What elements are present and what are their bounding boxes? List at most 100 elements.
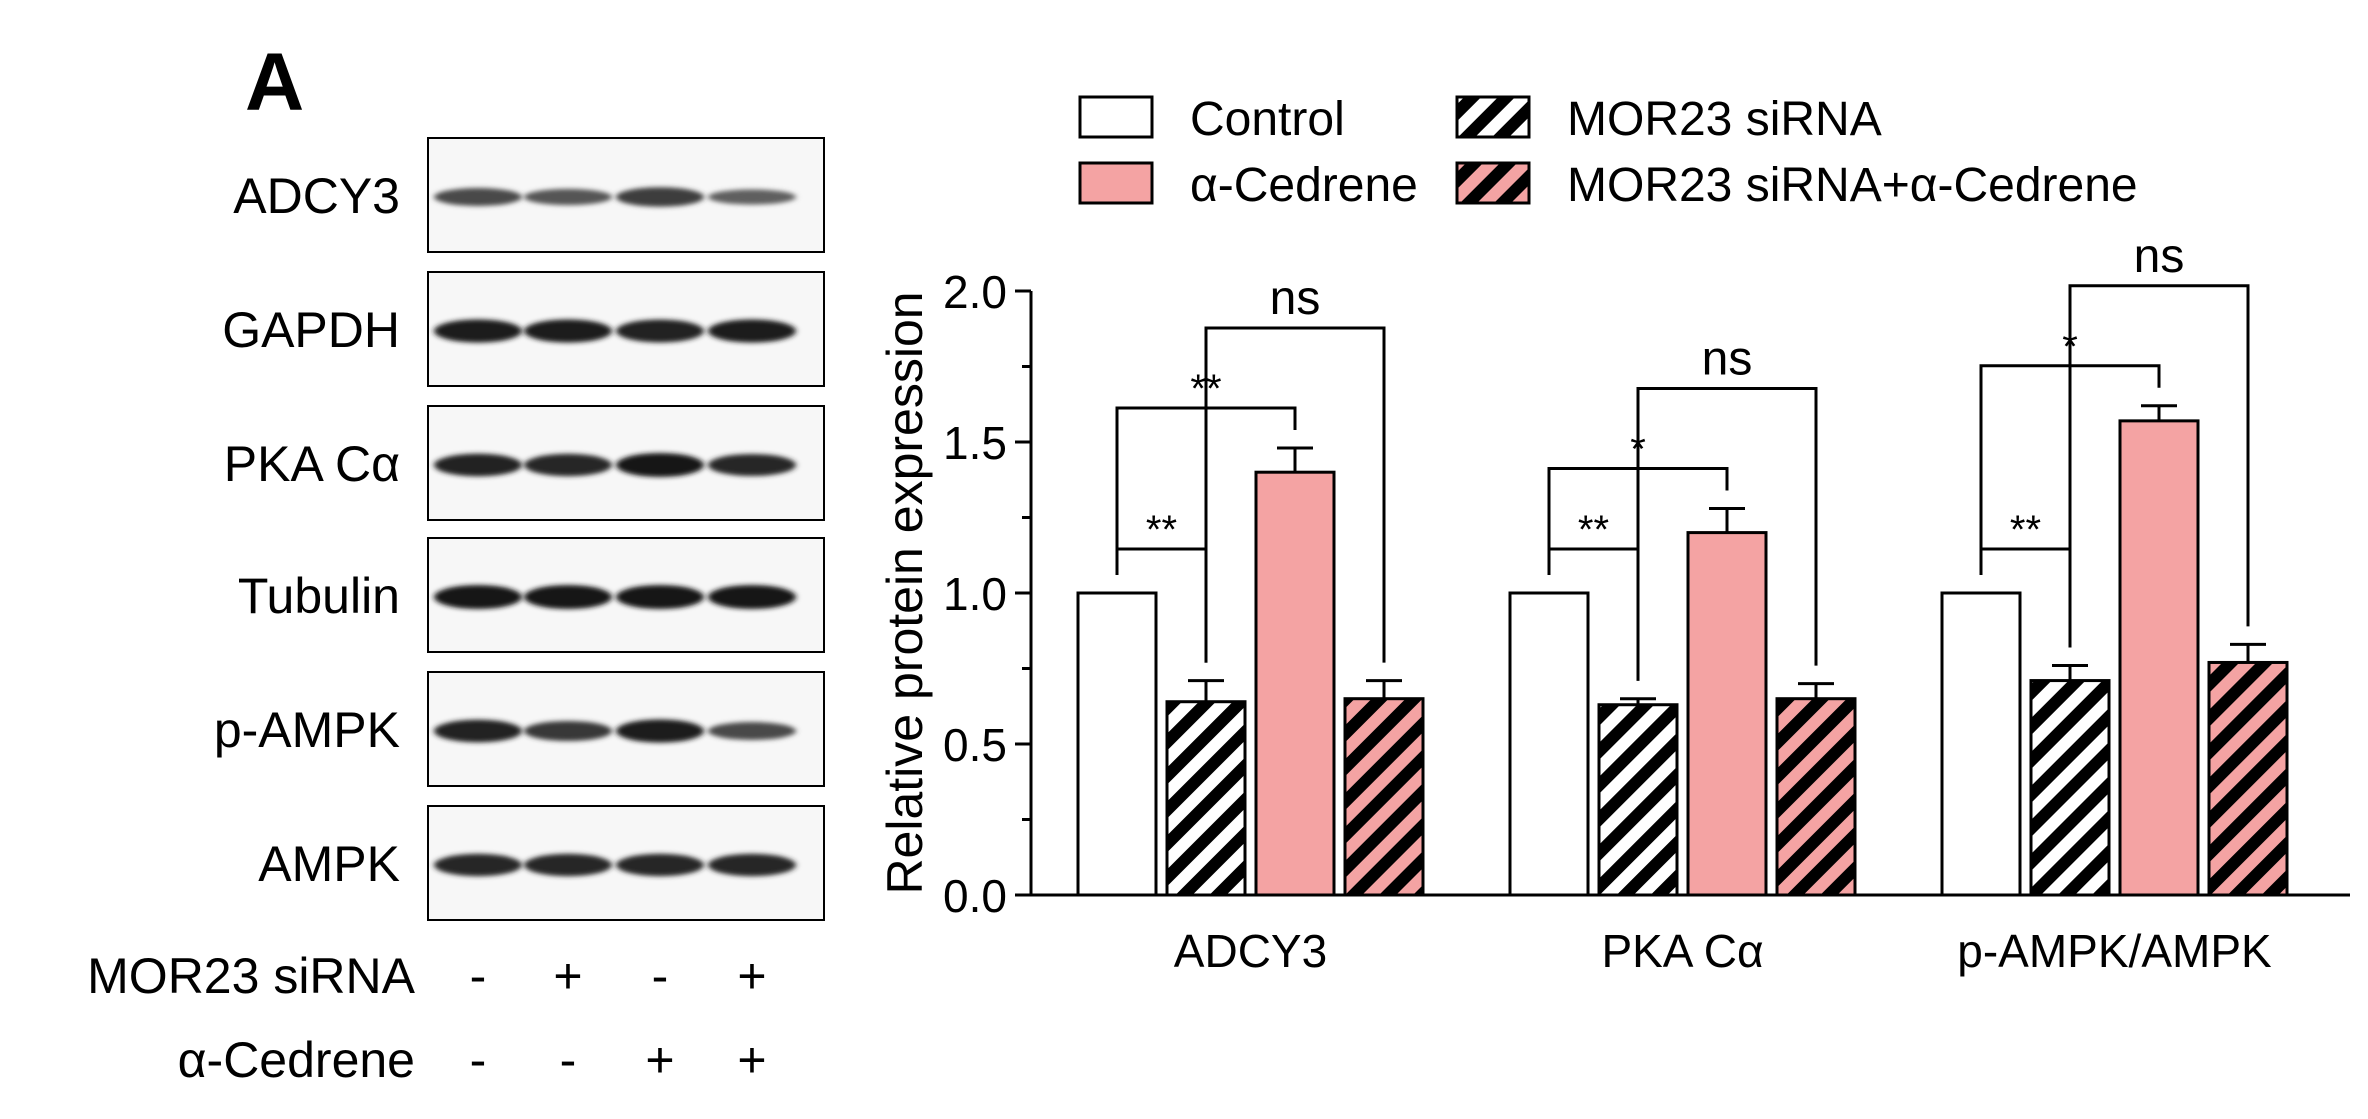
blot-row-adcy3: ADCY3 — [233, 137, 825, 253]
blot-band — [434, 188, 522, 206]
blot-band — [524, 188, 612, 206]
significance-bracket: ** — [1115, 508, 1208, 663]
legend-item-mor23-sirna-cedrene: MOR23 siRNA+α-Cedrene — [1455, 159, 2138, 212]
blot-band — [708, 853, 796, 877]
western-blot: ADCY3 GAPDH PKA Cα Tubulin p-AMPK AMPK MOR23 s… — [87, 137, 825, 1088]
blot-band — [708, 722, 796, 740]
condition-row-cedrene: α-Cedrene - - + + — [178, 1032, 767, 1088]
bar-cedrene — [2118, 419, 2200, 897]
legend-label: MOR23 siRNA — [1567, 93, 1882, 146]
condition-row-mor23-sirna: MOR23 siRNA - + - + — [87, 948, 766, 1004]
condition-sign: + — [737, 1032, 766, 1088]
significance-label: ns — [2134, 230, 2185, 283]
bracket-line — [2068, 284, 2250, 648]
significance-label: ** — [2010, 508, 2041, 552]
y-axis-label: Relative protein expression — [877, 291, 933, 894]
significance-label: ** — [1578, 508, 1609, 552]
condition-label: α-Cedrene — [178, 1032, 415, 1088]
condition-sign: - — [560, 1032, 577, 1088]
condition-sign: + — [737, 948, 766, 1004]
blot-band — [616, 187, 704, 207]
significance-bracket: ns — [1636, 332, 1818, 681]
legend-swatch — [1455, 161, 1531, 205]
blot-row-tubulin: Tubulin — [238, 537, 825, 653]
blot-row-label: Tubulin — [238, 568, 400, 624]
bar-mor23-sirna-cedrene — [2207, 660, 2289, 897]
legend-item-mor23-sirna: MOR23 siRNA — [1455, 93, 1882, 146]
bar-cedrene — [1254, 470, 1336, 897]
legend-swatch — [1078, 161, 1154, 205]
blot-row-label: PKA Cα — [224, 436, 400, 492]
significance-label: ns — [1270, 272, 1321, 325]
blot-band — [524, 319, 612, 343]
y-tick-label: 1.5 — [943, 417, 1007, 469]
legend-item-cedrene: α-Cedrene — [1078, 159, 1418, 212]
bar-mor23-sirna — [2029, 679, 2111, 897]
blot-row-gapdh: GAPDH — [222, 271, 825, 387]
bar-cedrene — [1686, 531, 1768, 897]
bar-control — [1940, 591, 2022, 897]
blot-row-label: p-AMPK — [214, 702, 400, 758]
significance-label: ** — [1146, 508, 1177, 552]
blot-row-label: ADCY3 — [233, 168, 400, 224]
y-tick-label: 0.0 — [943, 870, 1007, 922]
bar-control — [1076, 591, 1158, 897]
x-tick-label: ADCY3 — [1174, 925, 1327, 977]
blot-band — [434, 853, 522, 877]
x-tick-label: p-AMPK/AMPK — [1957, 925, 2272, 977]
condition-sign: - — [652, 948, 669, 1004]
bar-control — [1508, 591, 1590, 897]
condition-sign: + — [645, 1032, 674, 1088]
bar-mor23-sirna-cedrene — [1343, 697, 1425, 897]
bracket-line — [1204, 326, 1386, 663]
blot-band — [708, 453, 796, 477]
blot-band — [434, 319, 522, 343]
legend-label: MOR23 siRNA+α-Cedrene — [1567, 159, 2138, 212]
condition-sign: + — [553, 948, 582, 1004]
blot-row-label: AMPK — [258, 836, 400, 892]
significance-label: ns — [1702, 332, 1753, 385]
chart-legend: Control α-Cedrene MOR23 siRNA MOR23 siRNA+α… — [1078, 93, 2138, 212]
blot-band — [524, 585, 612, 609]
legend-swatch — [1078, 95, 1154, 139]
blot-band — [616, 319, 704, 343]
legend-label: Control — [1190, 93, 1345, 146]
blot-row-p-ampk: p-AMPK — [214, 671, 825, 787]
blot-band — [708, 585, 796, 609]
blot-band — [616, 453, 704, 477]
blot-band — [616, 719, 704, 743]
blot-row-ampk: AMPK — [258, 805, 825, 921]
group-adcy3 — [1076, 446, 1425, 897]
significance-bracket: ns — [2068, 230, 2250, 648]
y-tick-label: 1.0 — [943, 568, 1007, 620]
condition-sign: - — [470, 1032, 487, 1088]
blot-row-pka-c: PKA Cα — [224, 405, 825, 521]
legend-swatch — [1455, 95, 1531, 139]
blot-band — [708, 189, 796, 205]
legend-label: α-Cedrene — [1190, 159, 1418, 212]
blot-row-label: GAPDH — [222, 302, 400, 358]
blot-band — [434, 585, 522, 609]
legend-item-control: Control — [1078, 93, 1345, 146]
blot-band — [434, 719, 522, 743]
condition-label: MOR23 siRNA — [87, 948, 415, 1004]
blot-band — [616, 853, 704, 877]
bar-mor23-sirna — [1597, 703, 1679, 897]
blot-band — [524, 853, 612, 877]
blot-band — [616, 585, 704, 609]
x-tick-label: PKA Cα — [1601, 925, 1763, 977]
y-tick-label: 0.5 — [943, 719, 1007, 771]
group-pka-c — [1508, 506, 1857, 897]
significance-bracket: ns — [1204, 272, 1386, 663]
group-p-ampk-ampk — [1940, 404, 2289, 897]
blot-band — [708, 319, 796, 343]
blot-band — [524, 721, 612, 741]
bar-mor23-sirna-cedrene — [1775, 697, 1857, 897]
blot-band — [524, 453, 612, 477]
bar-mor23-sirna — [1165, 700, 1247, 897]
bracket-line — [1636, 386, 1818, 681]
panel-label: A — [245, 37, 304, 128]
blot-band — [434, 453, 522, 477]
